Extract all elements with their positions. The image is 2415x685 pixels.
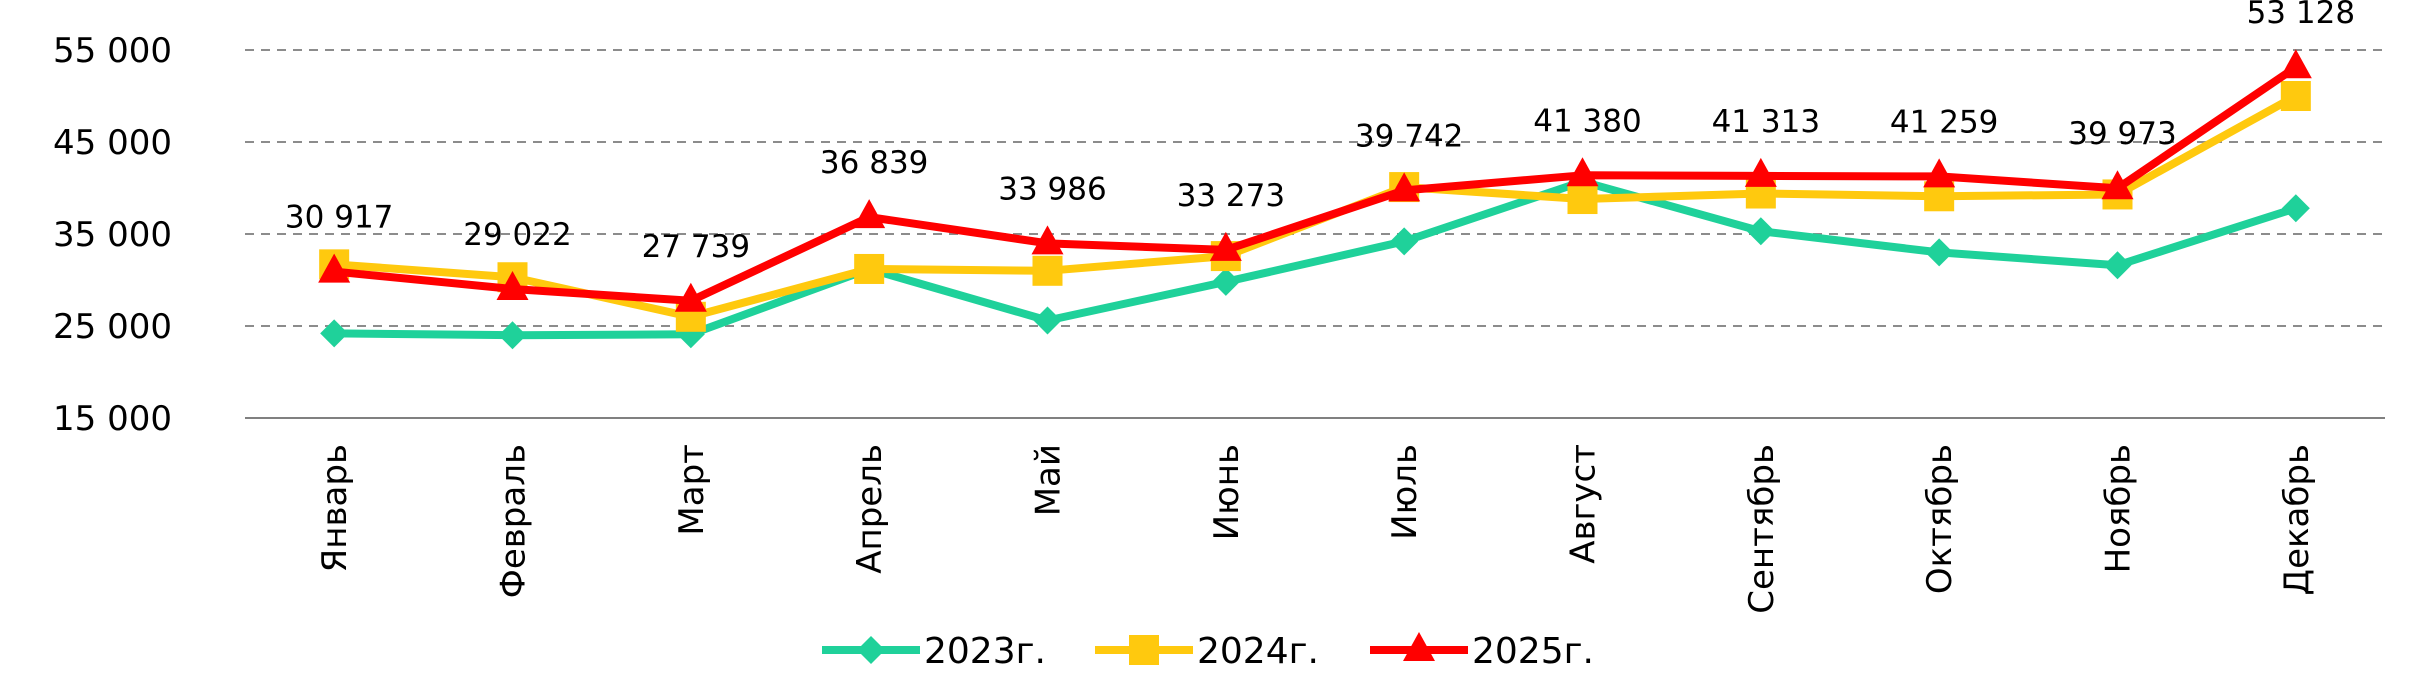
data-point (320, 319, 349, 348)
legend-label: 2025г. (1472, 631, 1594, 672)
data-label: 41 313 (1712, 104, 1820, 140)
data-point (1211, 267, 1240, 296)
data-point (1744, 157, 1777, 187)
legend-label: 2024г. (1197, 631, 1319, 672)
data-point (1209, 231, 1242, 261)
x-tick-label: Ноябрь (2099, 444, 2139, 573)
data-point (1567, 184, 1598, 215)
data-point (853, 199, 886, 229)
data-label: 39 973 (2068, 116, 2176, 152)
data-point (1925, 238, 1954, 267)
legend: 2023г. 2024г. 2025г. (822, 631, 1594, 672)
data-point (854, 253, 885, 284)
legend-item-2: 2024г. (1095, 631, 1319, 672)
x-tick-label: Июль (1385, 444, 1425, 540)
x-tick-label: Июнь (1207, 444, 1247, 540)
y-tick-label: 55 000 (53, 31, 172, 71)
data-point (2103, 251, 2132, 280)
data-point (2101, 170, 2134, 200)
data-point (318, 253, 351, 283)
series-group (318, 49, 2312, 350)
data-point (1033, 306, 1062, 335)
legend-marker (857, 636, 885, 664)
series-line (334, 177, 2298, 340)
data-point (498, 321, 527, 350)
data-label: 36 839 (820, 145, 928, 181)
x-tick-label: Май (1029, 444, 1069, 516)
gridlines (245, 49, 2385, 327)
legend-marker (1403, 632, 1435, 661)
y-axis-ticks: 15 000 25 000 35 000 45 000 55 000 (53, 31, 172, 439)
series-3 (318, 49, 2312, 312)
x-tick-label: Сентябрь (1742, 444, 1782, 614)
data-point (1390, 227, 1419, 256)
data-point (496, 270, 529, 300)
x-tick-label: Март (672, 444, 712, 536)
x-tick-label: Апрель (850, 444, 890, 574)
series-1 (320, 167, 2310, 350)
legend-marker (1129, 635, 1159, 665)
data-label: 39 742 (1355, 118, 1463, 154)
data-label: 41 259 (1890, 104, 1998, 140)
x-tick-label: Февраль (494, 444, 534, 598)
data-point (2281, 194, 2310, 223)
data-point (1746, 217, 1775, 246)
data-label: 53 128 (2247, 0, 2355, 31)
data-label: 29 022 (463, 217, 571, 253)
data-labels: 30 917 29 022 27 739 36 839 33 986 33 273 39 7… (285, 0, 2355, 265)
series-line (333, 63, 2299, 305)
data-point (2280, 81, 2311, 111)
data-point (1388, 172, 1421, 202)
legend-label: 2023г. (924, 631, 1046, 672)
x-axis-ticks: Январь Февраль Март Апрель Май Июнь Июль Август… (315, 444, 2317, 614)
data-label: 33 273 (1177, 178, 1285, 214)
x-tick-label: Август (1564, 444, 1604, 564)
data-label: 33 986 (998, 171, 1106, 207)
x-tick-label: Декабрь (2277, 444, 2317, 595)
legend-item-3: 2025г. (1370, 631, 1594, 672)
series-line (333, 92, 2298, 321)
data-point (1031, 225, 1064, 255)
data-label: 30 917 (285, 200, 393, 236)
y-tick-label: 15 000 (53, 399, 172, 439)
data-label: 27 739 (642, 229, 750, 265)
data-point (1923, 158, 1956, 188)
data-label: 41 380 (1533, 103, 1641, 139)
y-tick-label: 45 000 (53, 123, 172, 163)
data-point (1566, 157, 1599, 187)
data-point (2279, 49, 2312, 79)
x-tick-label: Январь (315, 444, 355, 572)
data-point (674, 282, 707, 312)
data-point (1032, 255, 1063, 286)
x-tick-label: Октябрь (1920, 444, 1960, 594)
y-tick-label: 35 000 (53, 215, 172, 255)
y-tick-label: 25 000 (53, 307, 172, 347)
legend-item-1: 2023г. (822, 631, 1046, 672)
